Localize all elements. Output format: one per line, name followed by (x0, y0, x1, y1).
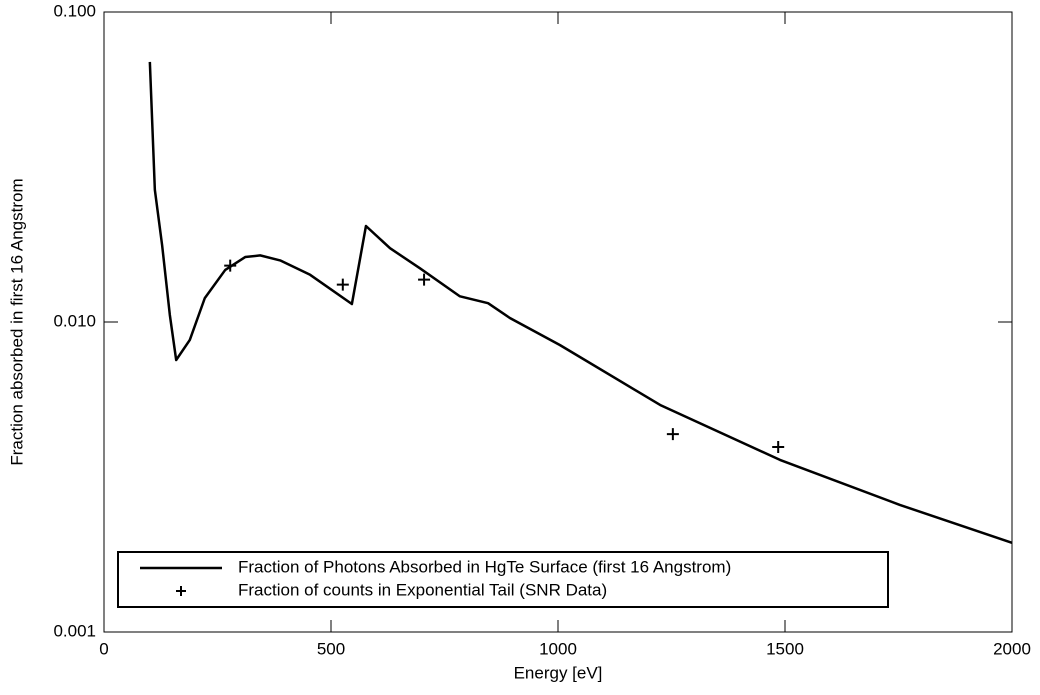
point (666, 428, 679, 441)
point (418, 273, 431, 286)
y-axis-label: Fraction absorbed in first 16 Angstrom (7, 178, 26, 465)
x-tick-label: 500 (317, 639, 345, 658)
y-tick-label: 0.010 (53, 311, 96, 330)
legend-label: Fraction of counts in Exponential Tail (… (238, 580, 607, 599)
x-tick-label: 1500 (766, 639, 804, 658)
legend-label: Fraction of Photons Absorbed in HgTe Sur… (238, 557, 731, 576)
x-axis-label: Energy [eV] (514, 663, 603, 682)
point (224, 259, 237, 272)
x-tick-label: 0 (99, 639, 108, 658)
point (772, 441, 785, 454)
y-tick-label: 0.100 (53, 1, 96, 20)
point (336, 278, 349, 291)
legend-swatch (176, 586, 186, 596)
x-tick-label: 1000 (539, 639, 577, 658)
legend-box (117, 551, 889, 608)
y-tick-label: 0.001 (53, 621, 96, 640)
x-tick-label: 2000 (993, 639, 1031, 658)
line (148, 61, 1013, 544)
plot-frame (103, 11, 1013, 633)
